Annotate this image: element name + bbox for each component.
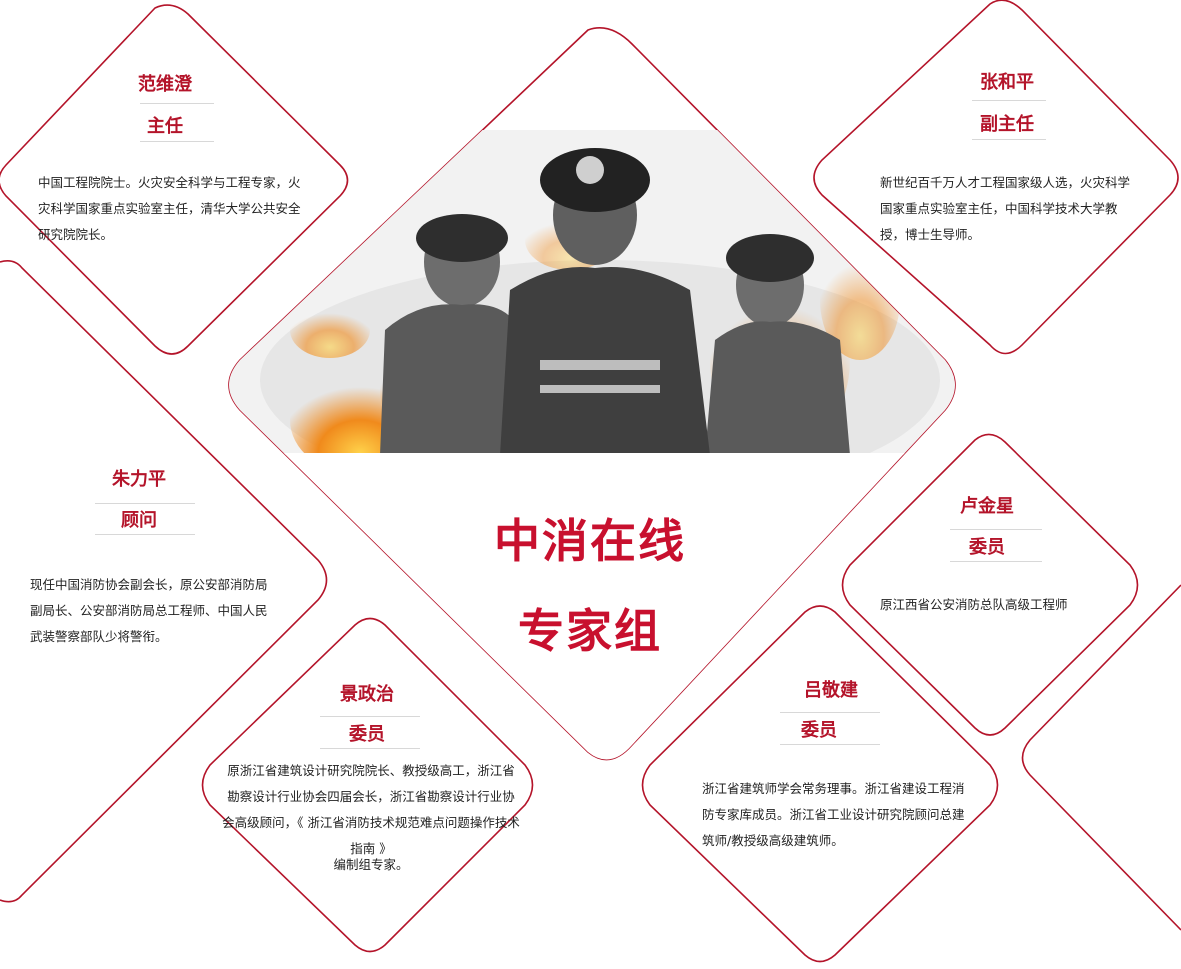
- expert-role: 副主任: [980, 114, 1034, 135]
- expert-desc: 现任中国消防协会副会长，原公安部消防局副局长、公安部消防局总工程师、中国人民武装…: [30, 577, 268, 644]
- divider: [140, 103, 214, 104]
- expert-desc: 中国工程院院士。火灾安全科学与工程专家，火灾科学国家重点实验室主任，清华大学公共…: [38, 175, 301, 242]
- divider: [972, 100, 1046, 101]
- diamond-far-right: [1021, 584, 1181, 931]
- brand-title: 中消在线: [494, 514, 686, 568]
- expert-name: 景政治: [340, 684, 394, 705]
- diamond-top-right: [813, 0, 1179, 355]
- expert-name: 张和平: [980, 72, 1034, 93]
- expert-role: 委员: [349, 724, 385, 745]
- expert-role: 委员: [969, 537, 1005, 558]
- brand-subtitle: 专家组: [518, 604, 662, 658]
- expert-desc-line: 编制组专家。: [333, 857, 409, 872]
- divider: [320, 748, 420, 749]
- divider: [950, 561, 1042, 562]
- diamond-left: [0, 260, 328, 903]
- divider: [950, 529, 1042, 530]
- divider: [780, 744, 880, 745]
- diamond-right-middle: [841, 433, 1139, 736]
- diamond-top-left: [0, 4, 349, 355]
- divider: [320, 716, 420, 717]
- divider: [780, 712, 880, 713]
- diamond-bottom-right: [641, 605, 999, 963]
- expert-role: 主任: [147, 116, 183, 137]
- expert-name: 卢金星: [960, 496, 1014, 517]
- expert-desc: 原浙江省建筑设计研究院院长、教授级高工，浙江省勘察设计行业协会四届会长，浙江省勘…: [222, 763, 520, 856]
- diamond-bottom-left: [201, 617, 534, 953]
- divider: [972, 139, 1046, 140]
- expert-desc: 浙江省建筑师学会常务理事。浙江省建设工程消防专家库成员。浙江省工业设计研究院顾问…: [702, 781, 965, 848]
- divider: [95, 503, 195, 504]
- divider: [95, 534, 195, 535]
- divider: [140, 141, 214, 142]
- expert-name: 朱力平: [112, 469, 166, 490]
- expert-desc: 新世纪百千万人才工程国家级人选，火灾科学国家重点实验室主任，中国科学技术大学教授…: [880, 175, 1131, 242]
- expert-desc: 原江西省公安消防总队高级工程师: [880, 597, 1068, 612]
- expert-role: 顾问: [121, 510, 157, 531]
- expert-name: 吕敬建: [804, 680, 858, 701]
- expert-name: 范维澄: [138, 74, 192, 95]
- expert-role: 委员: [801, 720, 837, 741]
